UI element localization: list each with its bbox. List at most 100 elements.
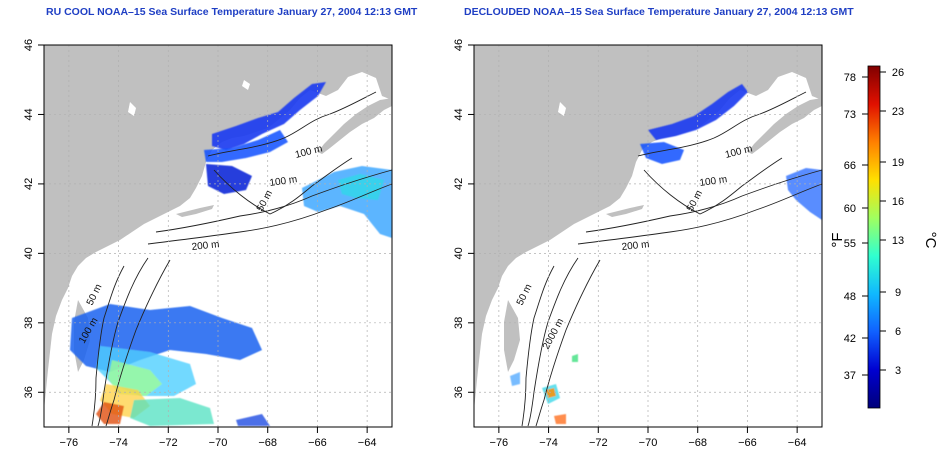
longitude-tick-label: −68	[258, 437, 277, 449]
contour-label: 100 m	[269, 174, 298, 189]
right-map-axes: −76 −74 −72 −70 −68 −66 −64 36 38 40 42 44 46	[453, 39, 806, 449]
temperature-colorbar: 78 73 66 60 55 48 42 37 26 23 19 16 13 9 6 3 °F °C	[829, 65, 939, 409]
sst-patch	[786, 168, 822, 220]
contour-200m-outer	[577, 183, 823, 245]
lake-water	[128, 102, 136, 116]
latitude-tick-label: 44	[23, 108, 35, 120]
lake-water	[558, 102, 566, 116]
sst-patch	[212, 82, 326, 150]
latitude-tick-label: 42	[453, 178, 465, 190]
latitude-tick-label: 44	[453, 108, 465, 120]
latitude-tick-label: 40	[23, 247, 35, 259]
contour-2000m-south	[105, 259, 171, 427]
left-map-axes: −76 −74 −72 −70 −68 −66 −64 36 38 40 42 44 46	[23, 39, 376, 449]
latitude-tick-label: 36	[453, 386, 465, 398]
long-island-land	[606, 205, 644, 217]
colorbar-celsius-ticks: 26 23 19 16 13 9 6 3	[880, 67, 904, 377]
longitude-tick-label: −64	[358, 437, 377, 449]
contour-100m	[207, 91, 377, 157]
contour-50m	[213, 157, 353, 215]
sst-patch	[648, 84, 748, 140]
left-panel-title: RU COOL NOAA–15 Sea Surface Temperature …	[46, 6, 418, 18]
long-island-land	[176, 205, 214, 217]
celsius-tick-label: 3	[895, 365, 901, 377]
contour-200m-shelf	[585, 169, 823, 233]
fahrenheit-tick-label: 66	[844, 160, 856, 172]
contour-2000m-south	[535, 259, 601, 427]
latitude-tick-label: 38	[23, 317, 35, 329]
longitude-tick-label: −70	[639, 437, 658, 449]
contour-label: 200 m	[621, 239, 650, 253]
sst-patch	[510, 372, 520, 386]
celsius-tick-label: 16	[892, 196, 904, 208]
mainland-land	[44, 45, 392, 410]
celsius-tick-label: 9	[895, 287, 901, 299]
colorbar-gradient	[867, 65, 881, 409]
contour-200m-outer	[147, 183, 393, 245]
sst-patch	[640, 142, 684, 164]
colorbar-fahrenheit-ticks: 78 73 66 60 55 48 42 37	[844, 72, 868, 382]
contour-100m-south	[527, 257, 579, 427]
contour-50m-south	[521, 265, 555, 427]
celsius-tick-label: 19	[892, 157, 904, 169]
contour-100m	[637, 91, 807, 157]
sst-patch	[204, 130, 288, 162]
sst-patch	[338, 174, 384, 200]
longitude-tick-label: −64	[788, 437, 807, 449]
left-bathymetry-contours	[91, 91, 393, 427]
sst-patch	[130, 398, 214, 426]
nova-scotia-land	[748, 98, 822, 154]
contour-50m-south	[91, 265, 125, 427]
fahrenheit-tick-label: 60	[844, 203, 856, 215]
contour-100m-south	[97, 257, 149, 427]
colorbar-celsius-unit: °C	[922, 232, 939, 249]
contour-label: 200 m	[191, 239, 220, 253]
longitude-tick-label: −72	[159, 437, 178, 449]
mainland-land	[474, 45, 822, 410]
celsius-tick-label: 6	[895, 326, 901, 338]
colorbar-fahrenheit-unit: °F	[829, 232, 846, 247]
longitude-tick-label: −74	[539, 437, 558, 449]
fahrenheit-tick-label: 55	[844, 238, 856, 250]
latitude-tick-label: 36	[23, 386, 35, 398]
delmarva-land	[504, 300, 520, 372]
contour-50m	[643, 157, 783, 215]
longitude-tick-label: −70	[209, 437, 228, 449]
latitude-tick-label: 42	[23, 178, 35, 190]
longitude-tick-label: −76	[60, 437, 79, 449]
longitude-tick-label: −76	[490, 437, 509, 449]
latitude-tick-label: 40	[453, 247, 465, 259]
fahrenheit-tick-label: 73	[844, 109, 856, 121]
fahrenheit-tick-label: 48	[844, 291, 856, 303]
longitude-tick-label: −72	[589, 437, 608, 449]
fahrenheit-tick-label: 37	[844, 370, 856, 382]
celsius-tick-label: 23	[892, 106, 904, 118]
fahrenheit-tick-label: 78	[844, 72, 856, 84]
longitude-tick-label: −66	[738, 437, 757, 449]
nova-scotia-land	[318, 98, 392, 154]
bay-water	[62, 318, 72, 370]
right-bathymetry-contours	[521, 91, 823, 427]
celsius-tick-label: 26	[892, 67, 904, 79]
right-map-grid	[474, 44, 822, 427]
bay-water	[492, 318, 502, 370]
sst-patch	[206, 164, 252, 194]
sst-patch	[572, 354, 578, 362]
sst-patch	[236, 414, 270, 426]
contour-label: 100 m	[699, 174, 728, 189]
sst-patch	[554, 414, 566, 424]
celsius-tick-label: 13	[892, 235, 904, 247]
fahrenheit-tick-label: 42	[844, 333, 856, 345]
contour-200m-shelf	[155, 169, 393, 233]
longitude-tick-label: −66	[308, 437, 327, 449]
longitude-tick-label: −68	[688, 437, 707, 449]
latitude-tick-label: 38	[453, 317, 465, 329]
right-panel-title: DECLOUDED NOAA–15 Sea Surface Temperatur…	[464, 6, 854, 18]
longitude-tick-label: −74	[109, 437, 128, 449]
latitude-tick-label: 46	[23, 39, 35, 51]
latitude-tick-label: 46	[453, 39, 465, 51]
lake-water	[242, 80, 250, 90]
